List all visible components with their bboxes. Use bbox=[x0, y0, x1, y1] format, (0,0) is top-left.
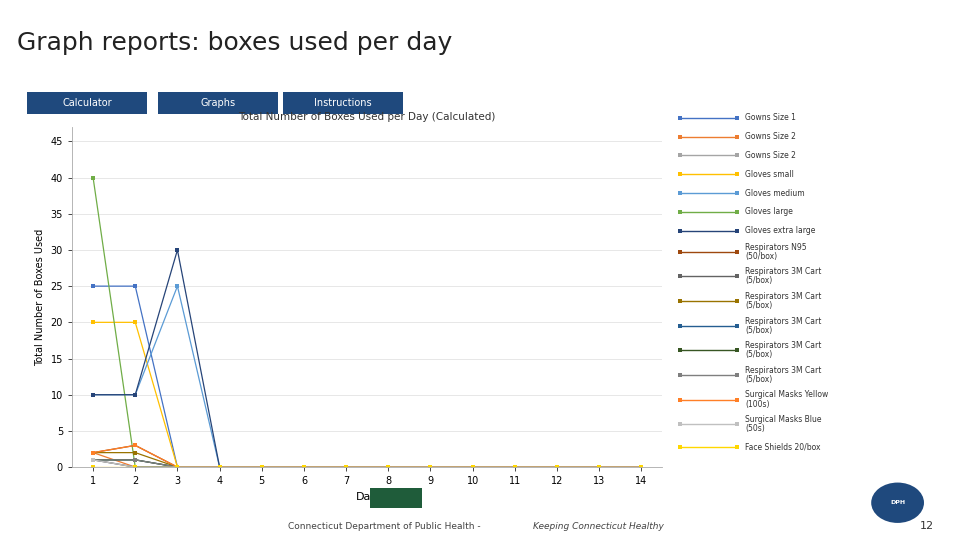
Text: Respirators 3M Cart: Respirators 3M Cart bbox=[745, 366, 822, 375]
X-axis label: Day: Day bbox=[356, 492, 378, 502]
Text: Gloves large: Gloves large bbox=[745, 207, 793, 217]
Text: Respirators 3M Cart: Respirators 3M Cart bbox=[745, 316, 822, 326]
Text: (5/box): (5/box) bbox=[745, 350, 773, 359]
Ellipse shape bbox=[871, 483, 924, 523]
Text: Graph reports: boxes used per day: Graph reports: boxes used per day bbox=[17, 31, 452, 55]
Text: (5/box): (5/box) bbox=[745, 375, 773, 384]
Text: Respirators N95: Respirators N95 bbox=[745, 242, 806, 252]
Text: Gowns Size 1: Gowns Size 1 bbox=[745, 113, 796, 123]
Text: DPH: DPH bbox=[890, 500, 905, 505]
Text: Respirators 3M Cart: Respirators 3M Cart bbox=[745, 267, 822, 276]
Text: (5/box): (5/box) bbox=[745, 276, 773, 285]
Text: (100s): (100s) bbox=[745, 400, 770, 409]
Text: (50s): (50s) bbox=[745, 424, 765, 433]
Text: Calculator: Calculator bbox=[62, 98, 111, 107]
Text: Keeping Connecticut Healthy: Keeping Connecticut Healthy bbox=[533, 522, 663, 531]
FancyBboxPatch shape bbox=[27, 92, 147, 114]
Text: Surgical Masks Blue: Surgical Masks Blue bbox=[745, 415, 822, 424]
Text: (5/box): (5/box) bbox=[745, 326, 773, 335]
FancyBboxPatch shape bbox=[370, 488, 422, 508]
Title: Total Number of Boxes Used per Day (Calculated): Total Number of Boxes Used per Day (Calc… bbox=[238, 112, 496, 122]
Text: (50/box): (50/box) bbox=[745, 252, 778, 261]
Y-axis label: Total Number of Boxes Used: Total Number of Boxes Used bbox=[35, 228, 45, 366]
Text: (5/box): (5/box) bbox=[745, 301, 773, 310]
FancyBboxPatch shape bbox=[283, 92, 403, 114]
Text: Instructions: Instructions bbox=[314, 98, 372, 107]
Text: Gowns Size 2: Gowns Size 2 bbox=[745, 151, 796, 160]
Text: Gowns Size 2: Gowns Size 2 bbox=[745, 132, 796, 141]
Text: Connecticut Department of Public Health -: Connecticut Department of Public Health … bbox=[288, 522, 484, 531]
Text: Gloves small: Gloves small bbox=[745, 170, 794, 179]
Text: Gloves extra large: Gloves extra large bbox=[745, 226, 816, 235]
FancyBboxPatch shape bbox=[158, 92, 278, 114]
Text: 12: 12 bbox=[920, 521, 933, 531]
Text: Graphs: Graphs bbox=[201, 98, 236, 107]
Text: Gloves medium: Gloves medium bbox=[745, 188, 804, 198]
Text: Respirators 3M Cart: Respirators 3M Cart bbox=[745, 292, 822, 301]
Text: Face Shields 20/box: Face Shields 20/box bbox=[745, 442, 821, 451]
Text: Surgical Masks Yellow: Surgical Masks Yellow bbox=[745, 390, 828, 400]
Text: Respirators 3M Cart: Respirators 3M Cart bbox=[745, 341, 822, 350]
